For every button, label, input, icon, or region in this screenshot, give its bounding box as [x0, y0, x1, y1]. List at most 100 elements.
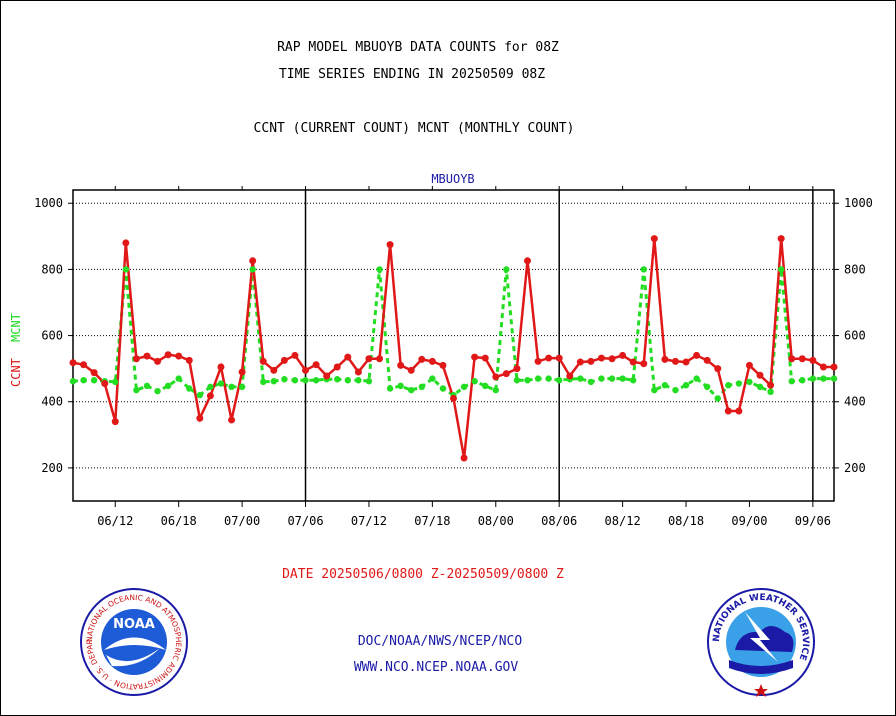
point-ccnt: [534, 357, 542, 365]
point-mcnt: [746, 378, 753, 386]
plot-border: [72, 189, 835, 502]
point-mcnt: [577, 375, 584, 382]
point-ccnt: [650, 235, 658, 243]
point-mcnt: [767, 388, 774, 396]
point-mcnt: [492, 386, 499, 394]
point-ccnt: [735, 407, 743, 415]
point-ccnt: [756, 371, 764, 379]
y-tick-label-left: 600: [41, 329, 63, 343]
point-ccnt: [693, 351, 701, 359]
point-mcnt: [534, 375, 542, 382]
date-range: DATE 20250506/0800 Z-20250509/0800 Z: [282, 567, 564, 582]
point-mcnt: [334, 376, 341, 383]
point-ccnt: [809, 356, 817, 364]
nws-logo-icon: NATIONAL WEATHER SERVICE: [707, 588, 815, 697]
y-tick-label-right: 800: [844, 262, 866, 276]
point-mcnt: [386, 385, 394, 392]
point-ccnt: [132, 355, 140, 363]
point-ccnt: [344, 353, 352, 361]
point-ccnt: [502, 370, 510, 378]
point-mcnt: [608, 375, 616, 382]
point-mcnt: [598, 375, 605, 382]
point-ccnt: [450, 394, 457, 402]
point-ccnt: [196, 414, 204, 422]
point-ccnt: [619, 351, 627, 359]
y-tick-label-left: 200: [41, 461, 63, 475]
point-ccnt: [629, 358, 637, 366]
y-tick-label-right: 200: [844, 461, 866, 475]
point-ccnt: [819, 363, 827, 371]
point-mcnt: [90, 377, 98, 384]
website: WWW.NCO.NCEP.NOAA.GOV: [354, 660, 519, 675]
point-mcnt: [270, 378, 278, 385]
point-ccnt: [777, 235, 785, 243]
point-ccnt: [724, 407, 732, 415]
point-ccnt: [80, 361, 88, 369]
point-mcnt: [429, 375, 436, 382]
point-mcnt: [281, 376, 288, 383]
y-tick-label-left: 400: [41, 395, 63, 409]
point-mcnt: [788, 378, 795, 385]
point-mcnt: [799, 377, 806, 384]
point-mcnt: [408, 386, 415, 394]
point-ccnt: [259, 357, 267, 365]
point-mcnt: [682, 382, 690, 389]
point-mcnt: [777, 266, 785, 273]
point-ccnt: [323, 372, 331, 380]
y-tick-label-right: 600: [844, 329, 866, 343]
point-ccnt: [397, 361, 405, 369]
point-mcnt: [365, 378, 373, 385]
point-ccnt: [111, 418, 119, 426]
chart-title-line1: RAP MODEL MBUOYB DATA COUNTS for 08Z: [277, 40, 559, 55]
point-mcnt: [661, 382, 669, 389]
x-tick-label: 08/00: [478, 514, 514, 528]
point-mcnt: [629, 377, 637, 384]
point-ccnt: [312, 361, 320, 369]
x-tick-label: 07/06: [287, 514, 323, 528]
point-mcnt: [355, 377, 362, 384]
point-mcnt: [376, 266, 383, 273]
point-ccnt: [682, 358, 690, 366]
point-ccnt: [143, 352, 151, 360]
point-ccnt: [714, 365, 722, 373]
point-mcnt: [249, 266, 256, 273]
point-ccnt: [407, 366, 415, 374]
y-tick-label-left: 1000: [34, 196, 63, 210]
point-ccnt: [767, 381, 775, 389]
point-ccnt: [302, 366, 310, 374]
point-ccnt: [661, 355, 669, 363]
point-mcnt: [196, 391, 204, 399]
point-mcnt: [555, 377, 563, 384]
point-mcnt: [545, 375, 552, 382]
point-ccnt: [90, 369, 98, 377]
org-path: DOC/NOAA/NWS/NCEP/NCO: [358, 634, 523, 649]
x-tick-label: 08/06: [541, 514, 577, 528]
point-ccnt: [270, 366, 278, 374]
point-mcnt: [80, 377, 87, 384]
point-ccnt: [566, 372, 574, 380]
x-tick-label: 09/00: [731, 514, 767, 528]
point-ccnt: [185, 356, 193, 364]
point-mcnt: [238, 383, 246, 391]
point-mcnt: [651, 386, 658, 394]
point-ccnt: [830, 363, 838, 371]
x-tick-label: 08/12: [605, 514, 641, 528]
point-mcnt: [122, 266, 130, 273]
chart-subtitle: CCNT (CURRENT COUNT) MCNT (MONTHLY COUNT…: [254, 121, 575, 136]
point-mcnt: [640, 266, 647, 273]
point-ccnt: [439, 361, 447, 369]
point-ccnt: [333, 363, 341, 371]
plot-title: MBUOYB: [431, 172, 474, 186]
point-ccnt: [175, 352, 183, 360]
point-ccnt: [101, 380, 109, 388]
point-mcnt: [672, 386, 679, 394]
point-mcnt: [693, 375, 700, 382]
point-mcnt: [756, 383, 764, 391]
noaa-logo-icon: NATIONAL OCEANIC AND ATMOSPHERIC ADMINIS…: [0, 0, 188, 696]
point-ccnt: [228, 416, 236, 424]
point-mcnt: [228, 383, 235, 391]
noaa-center-text: NOAA: [113, 617, 155, 632]
x-tick-label: 07/18: [414, 514, 450, 528]
y-axis-label: CCNT MCNT: [9, 313, 23, 387]
point-ccnt: [206, 392, 214, 400]
